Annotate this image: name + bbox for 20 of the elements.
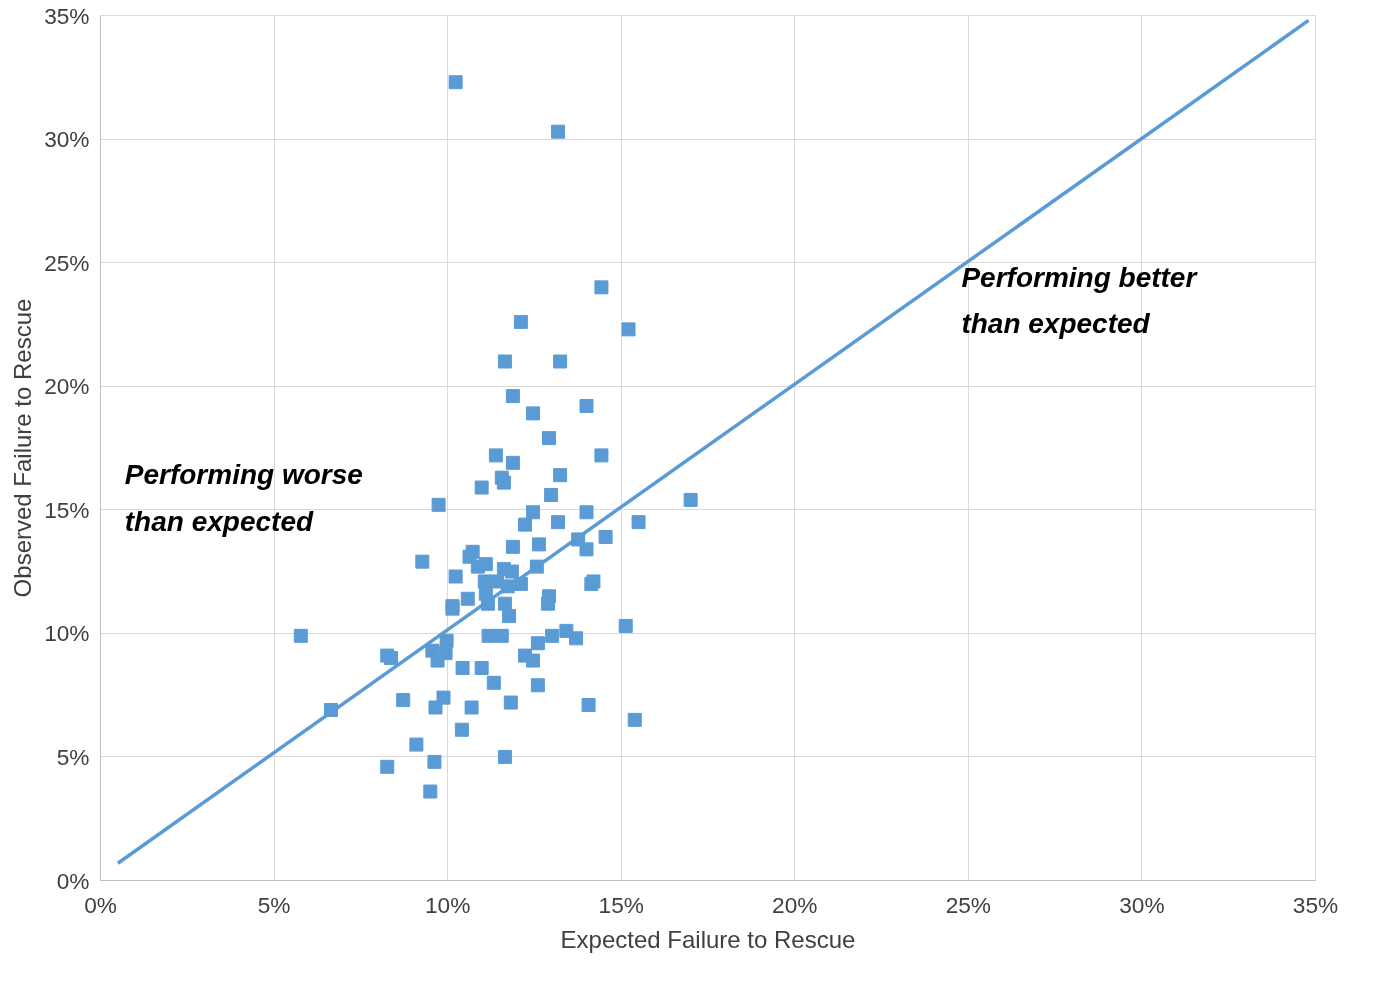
annotation: Performing better than expected — [961, 261, 1199, 340]
y-tick-label: 30% — [44, 126, 90, 153]
x-tick-label: 35% — [1292, 891, 1339, 918]
x-tick-label: 15% — [598, 891, 644, 918]
y-tick-label: 5% — [56, 743, 90, 770]
x-axis-title: Expected Failure to Rescue — [560, 925, 856, 953]
y-tick-label: 25% — [44, 249, 90, 276]
x-tick-label: 5% — [257, 891, 291, 918]
y-tick-label: 15% — [44, 496, 90, 523]
x-tick-label: 25% — [945, 891, 992, 918]
y-tick-label: 10% — [44, 620, 90, 647]
y-tick-label: 0% — [56, 867, 90, 894]
x-tick-label: 10% — [424, 891, 471, 918]
x-tick-label: 30% — [1119, 891, 1165, 918]
x-tick-label: 20% — [772, 891, 818, 918]
y-axis-title: Observed Failure to Rescue — [9, 298, 37, 598]
y-tick-label: 20% — [44, 373, 90, 400]
annotation: Performing worse than expected — [124, 459, 363, 537]
y-tick-label: 35% — [44, 2, 90, 29]
x-tick-label: 0% — [84, 891, 117, 918]
